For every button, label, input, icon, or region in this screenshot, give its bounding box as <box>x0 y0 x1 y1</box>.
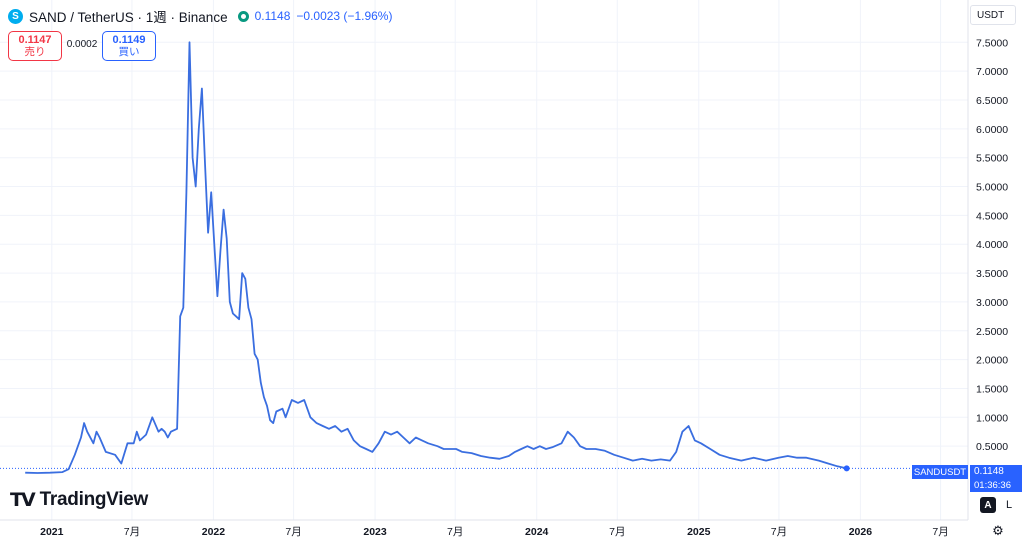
last-price: 0.1148 <box>254 9 291 23</box>
buy-button[interactable]: 0.1149 買い <box>102 31 156 61</box>
chart-grid <box>0 0 968 520</box>
gear-icon[interactable]: ⚙ <box>992 523 1004 538</box>
currency-selector[interactable]: USDT <box>970 5 1016 25</box>
chart-header: S SAND / TetherUS · 1週 · Binance 0.1148 … <box>8 6 392 26</box>
price-tag-value: 0.1148 <box>970 465 1022 479</box>
price-tick-label: 7.5000 <box>976 37 1008 49</box>
log-scale-button[interactable]: L <box>1005 499 1013 511</box>
tradingview-mark-icon: TV <box>10 489 36 511</box>
time-tick-label: 2026 <box>849 526 873 538</box>
market-open-icon <box>237 10 249 22</box>
time-tick-label: 7月 <box>609 526 625 538</box>
price-tick-label: 6.0000 <box>976 124 1008 136</box>
price-tick-label: 0.5000 <box>976 441 1008 453</box>
tradingview-wordmark: TradingView <box>39 489 149 510</box>
price-tick-label: 1.5000 <box>976 383 1008 395</box>
price-series-line <box>25 41 847 474</box>
price-tick-label: 3.5000 <box>976 268 1008 280</box>
price-tick-label: 3.0000 <box>976 297 1008 309</box>
time-tick-label: 7月 <box>124 526 140 538</box>
time-tick-label: 7月 <box>285 526 301 538</box>
price-tick-label: 4.0000 <box>976 239 1008 251</box>
price-change: −0.0023 (−1.96%) <box>296 9 393 23</box>
time-tick-label: 2021 <box>40 526 64 538</box>
sell-price: 0.1147 <box>18 34 52 46</box>
time-tick-label: 7月 <box>932 526 948 538</box>
spread-value: 0.0002 <box>66 39 98 50</box>
price-tick-label: 6.5000 <box>976 95 1008 107</box>
price-tick-label: 7.0000 <box>976 66 1008 78</box>
price-axis[interactable]: 0.5000 1.0000 1.5000 2.0000 2.5000 3.0000 3.50… <box>976 37 1008 453</box>
time-tick-label: 2022 <box>202 526 226 538</box>
tradingview-logo[interactable]: TV TradingView <box>10 489 148 511</box>
bar-countdown: 01:36:36 <box>970 479 1022 492</box>
symbol-tag: SANDUSDT <box>912 465 968 479</box>
time-axis[interactable]: 2021 7月 2022 7月 2023 7月 2024 7月 2025 7月 2026 7月 <box>40 526 949 538</box>
price-tick-label: 1.0000 <box>976 412 1008 424</box>
time-tick-label: 2023 <box>363 526 387 538</box>
sand-coin-icon[interactable]: S <box>8 8 23 24</box>
price-tick-label: 4.5000 <box>976 210 1008 222</box>
buy-price: 0.1149 <box>112 34 146 46</box>
sell-button[interactable]: 0.1147 売り <box>8 31 62 61</box>
sell-label: 売り <box>24 46 46 58</box>
auto-scale-button[interactable]: A <box>980 497 996 513</box>
time-tick-label: 7月 <box>447 526 463 538</box>
symbol-title[interactable]: SAND / TetherUS · 1週 · Binance <box>29 10 228 25</box>
time-tick-label: 2024 <box>525 526 549 538</box>
last-price-dot <box>843 465 850 472</box>
time-tick-label: 7月 <box>771 526 787 538</box>
price-tick-label: 5.5000 <box>976 153 1008 165</box>
buy-label: 買い <box>118 46 140 58</box>
price-tick-label: 5.0000 <box>976 182 1008 194</box>
price-tick-label: 2.5000 <box>976 326 1008 338</box>
time-tick-label: 2025 <box>687 526 711 538</box>
price-tick-label: 2.0000 <box>976 355 1008 367</box>
